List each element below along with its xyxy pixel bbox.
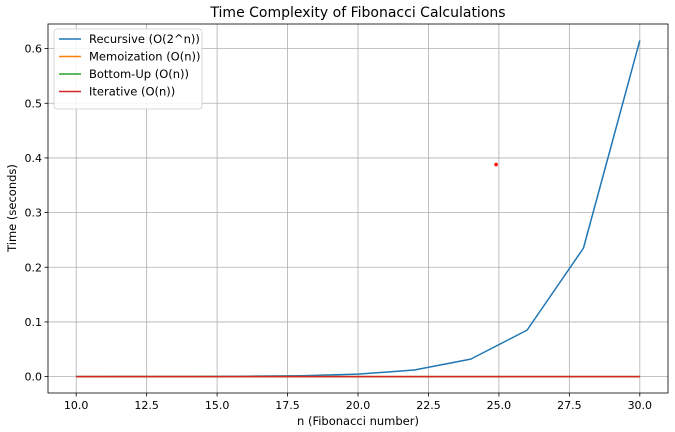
x-tick-label: 25.0: [487, 399, 512, 412]
y-tick-label: 0.5: [25, 97, 43, 110]
y-axis-label: Time (seconds): [5, 164, 19, 253]
x-tick-label: 17.5: [275, 399, 300, 412]
legend-label: Recursive (O(2^n)): [89, 32, 200, 46]
x-tick-label: 27.5: [557, 399, 582, 412]
y-tick-label: 0.1: [25, 316, 43, 329]
tick-layer: 10.0 12.5 15.0 17.5 20.0 22.5 25.0 27.5 30.0 0.0 0…: [25, 43, 653, 412]
annotation-layer: [494, 162, 498, 167]
x-axis-label: n (Fibonacci number): [297, 414, 419, 428]
x-tick-label: 10.0: [64, 399, 89, 412]
legend-label: Memoization (O(n)): [89, 50, 201, 64]
y-tick-label: 0.6: [25, 43, 43, 56]
annotation-point: [494, 162, 498, 167]
legend-label: Bottom-Up (O(n)): [89, 67, 189, 81]
chart-title: Time Complexity of Fibonacci Calculation…: [209, 5, 505, 21]
x-tick-label: 22.5: [416, 399, 441, 412]
x-tick-label: 20.0: [346, 399, 371, 412]
x-tick-label: 30.0: [628, 399, 653, 412]
legend: Recursive (O(2^n)) Memoization (O(n)) Bott…: [53, 28, 203, 110]
y-tick-label: 0.4: [25, 152, 43, 165]
series-layer: [76, 40, 641, 378]
x-tick-label: 15.0: [205, 399, 230, 412]
legend-box: [53, 28, 203, 110]
y-tick-label: 0.3: [25, 207, 43, 220]
legend-label: Iterative (O(n)): [89, 85, 175, 99]
y-tick-label: 0.2: [25, 261, 43, 274]
x-tick-label: 12.5: [134, 399, 159, 412]
y-tick-label: 0.0: [25, 371, 43, 384]
